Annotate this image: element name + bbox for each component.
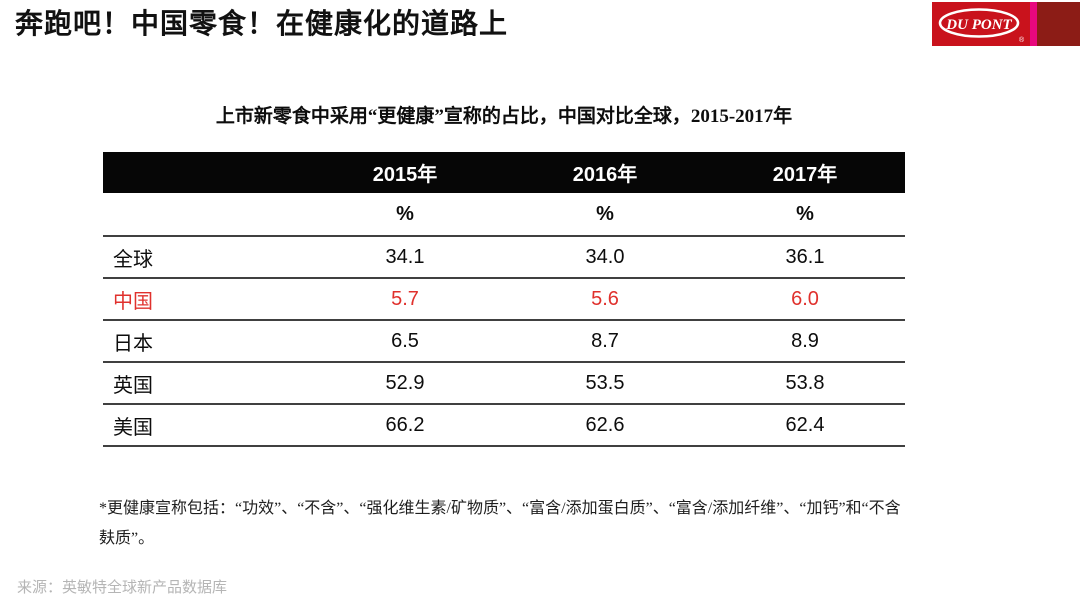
table-row-japan: 日本 6.5 8.7 8.9: [103, 321, 905, 363]
column-header-2017: 2017年: [772, 164, 838, 186]
cell-value: 53.8: [785, 371, 825, 394]
page-title: 奔跑吧！中国零食！在健康化的道路上: [15, 9, 509, 40]
unit-cell: %: [796, 202, 814, 225]
unit-cell: %: [596, 202, 614, 225]
logo-dark-red-block: [1037, 2, 1080, 46]
cell-value: 5.7: [391, 287, 419, 310]
registered-mark: ®: [1019, 36, 1025, 44]
source-note: 来源：英敏特全球新产品数据库: [17, 580, 228, 596]
dupont-logo: DU PONT ®: [932, 2, 1080, 46]
row-label: 中国: [113, 290, 153, 313]
unit-cell: %: [396, 202, 414, 225]
row-label: 全球: [113, 248, 153, 271]
cell-value: 53.5: [585, 371, 625, 394]
table-unit-row: % % %: [103, 193, 905, 237]
cell-value: 6.5: [391, 329, 419, 352]
footnote: *更健康宣称包括：“功效”、“不含”、“强化维生素/矿物质”、“富含/添加蛋白质…: [99, 500, 901, 547]
cell-value: 62.6: [585, 413, 625, 436]
table-row-us: 美国 66.2 62.6 62.4: [103, 405, 905, 447]
cell-value: 6.0: [791, 287, 819, 310]
cell-value: 34.1: [385, 245, 425, 268]
dupont-oval-icon: DU PONT ®: [938, 8, 1025, 44]
row-label: 英国: [113, 374, 153, 397]
table-row-global: 全球 34.1 34.0 36.1: [103, 237, 905, 279]
cell-value: 8.9: [791, 329, 819, 352]
row-label: 日本: [113, 332, 153, 355]
column-header-2015: 2015年: [372, 164, 438, 186]
table-row-china: 中国 5.7 5.6 6.0: [103, 279, 905, 321]
cell-value: 5.6: [591, 287, 619, 310]
cell-value: 52.9: [385, 371, 425, 394]
cell-value: 8.7: [591, 329, 619, 352]
cell-value: 62.4: [785, 413, 825, 436]
table-caption: 上市新零食中采用“更健康”宣称的占比，中国对比全球，2015-2017年: [215, 106, 793, 127]
cell-value: 36.1: [785, 245, 825, 268]
column-header-2016: 2016年: [572, 164, 638, 186]
dupont-logo-mark: DU PONT ®: [932, 2, 1030, 46]
row-label: 美国: [113, 416, 153, 439]
table-row-uk: 英国 52.9 53.5 53.8: [103, 363, 905, 405]
dupont-logo-text: DU PONT: [945, 17, 1012, 33]
cell-value: 66.2: [385, 413, 425, 436]
logo-magenta-stripe: [1030, 2, 1037, 46]
table-header-row: 2015年 2016年 2017年: [103, 152, 905, 193]
data-table: 2015年 2016年 2017年 % % % 全球 34.1 34.0 36.…: [103, 152, 905, 447]
cell-value: 34.0: [585, 245, 625, 268]
